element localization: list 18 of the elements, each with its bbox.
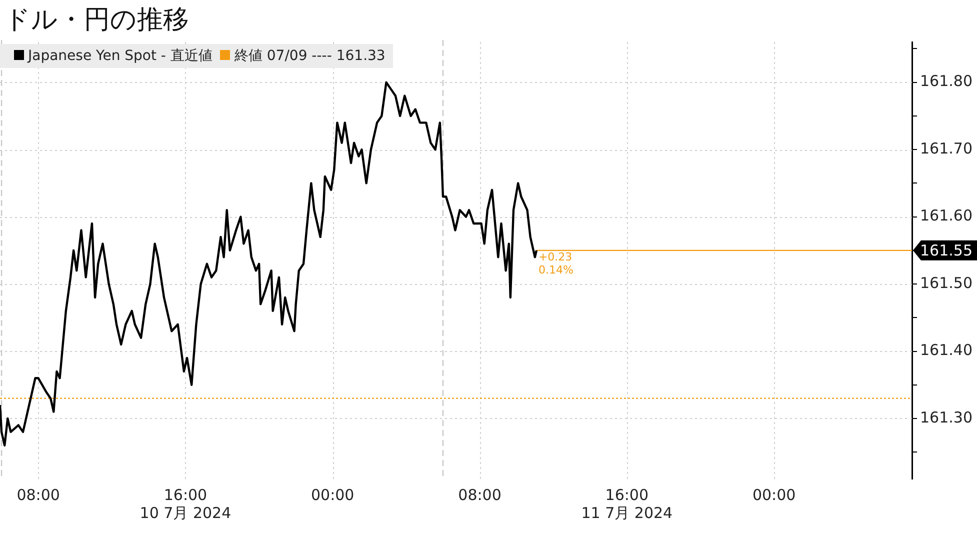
x-tick-label: 08:00 [16, 486, 60, 504]
y-tick-label: 161.80 [920, 72, 972, 90]
y-tick-label: 161.40 [920, 341, 972, 360]
legend-label: Japanese Yen Spot - 直近値 [28, 48, 212, 64]
annotation: +0.23 [538, 250, 572, 264]
x-tick-label: 16:00 10 7月 2024 [140, 486, 232, 522]
y-tick-label: 161.70 [920, 139, 972, 158]
y-tick-label: 161.60 [920, 206, 972, 225]
annotation: 0.14% [538, 263, 574, 276]
legend-label: 終値 07/09 ---- 161.33 [234, 48, 386, 64]
x-tick-label: 08:00 [458, 486, 502, 504]
y-tick-label: 161.50 [920, 274, 972, 292]
x-tick-label: 00:00 [752, 486, 796, 504]
ref-line-label: 161.55 [920, 241, 972, 260]
x-tick-label: 00:00 [310, 486, 354, 504]
chart-title: ドル・円の推移 [4, 4, 189, 36]
x-tick-label: 16:00 11 7月 2024 [581, 486, 673, 522]
y-tick-label: 161.30 [920, 408, 972, 426]
